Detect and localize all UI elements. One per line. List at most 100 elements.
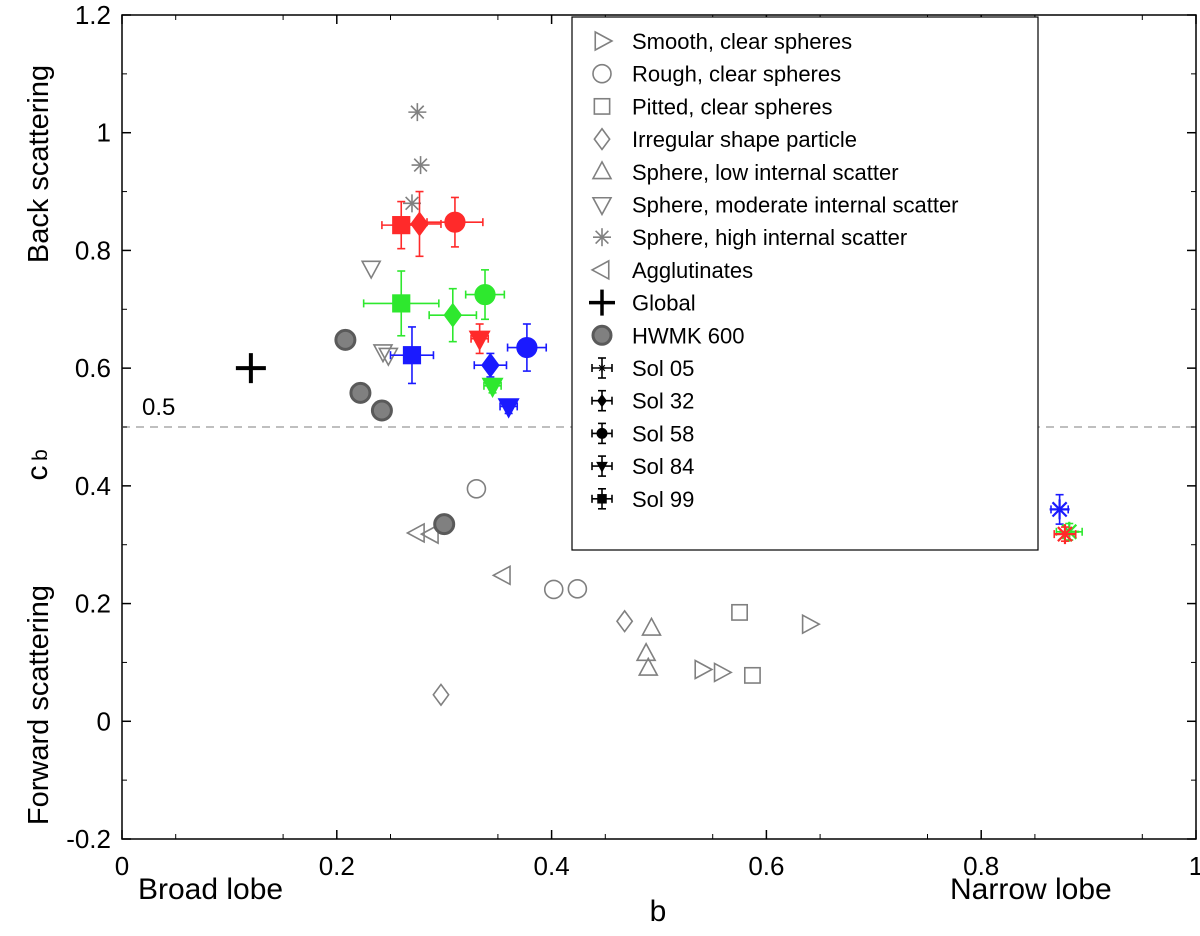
legend-item: Sol 58 <box>591 421 694 446</box>
legend-item: Irregular shape particle <box>593 127 857 152</box>
point-sol-32 <box>481 352 500 378</box>
legend-item: Agglutinates <box>590 258 753 283</box>
legend-label: Sol 84 <box>632 454 694 479</box>
legend-icon <box>590 259 610 281</box>
legend-label: Smooth, clear spheres <box>632 29 852 54</box>
point-asterisk <box>402 194 421 213</box>
legend-item: Global <box>589 289 696 316</box>
legend-item: Sphere, moderate internal scatter <box>591 193 959 218</box>
legend-item: Sol 99 <box>591 487 694 512</box>
legend-icon <box>596 427 608 439</box>
legend-label: Sol 58 <box>632 421 694 446</box>
legend-icon <box>591 196 613 217</box>
legend-label: HWMK 600 <box>632 323 744 348</box>
forward-scattering-label: Forward scattering <box>23 585 55 825</box>
legend-label: Global <box>632 291 696 316</box>
x-axis-label: b <box>650 895 667 928</box>
y-axis-label-subscript: b <box>29 449 52 461</box>
legend-label: Pitted, clear spheres <box>632 94 833 119</box>
y-axis-ticks: -0.2 0 0.2 0.4 0.6 0.8 1 1.2 <box>66 0 1196 854</box>
y-tick-label: 1 <box>97 118 111 148</box>
legend-icon <box>596 461 608 473</box>
x-tick-label: 1 <box>1189 851 1200 881</box>
y-axis-label: c <box>21 466 54 481</box>
x-tick-label: 0.4 <box>534 851 570 881</box>
point-triangle-up <box>635 642 657 662</box>
legend-icon <box>594 30 614 52</box>
legend-box <box>571 16 1039 551</box>
y-tick-label: 0 <box>97 706 111 736</box>
point-hwmk600 <box>334 328 357 351</box>
point-hwmk600 <box>349 381 372 404</box>
point-triangle-up <box>641 616 662 636</box>
legend-item: Rough, clear spheres <box>592 62 841 87</box>
legend-label: Irregular shape particle <box>632 127 857 152</box>
y-tick-label: 0.6 <box>75 353 111 383</box>
y-tick-label: 0.8 <box>75 235 111 265</box>
point-sol-05 <box>1054 524 1075 545</box>
point-sol-84 <box>481 377 504 399</box>
legend-item: HWMK 600 <box>591 323 744 348</box>
point-diamond <box>432 683 450 707</box>
point-hwmk600 <box>433 513 456 536</box>
point-triangle-down <box>360 260 382 280</box>
point-sol-99 <box>402 346 422 365</box>
legend-item: Pitted, clear spheres <box>593 94 833 119</box>
legend-label: Sol 05 <box>632 356 694 381</box>
reference-value-label: 0.5 <box>142 394 175 421</box>
legend-label: Agglutinates <box>632 258 753 283</box>
point-asterisk <box>411 156 430 175</box>
point-diamond <box>615 609 634 633</box>
point-triangle-right <box>801 613 821 635</box>
legend-item: Smooth, clear spheres <box>594 29 852 54</box>
broad-lobe-label: Broad lobe <box>138 873 283 906</box>
y-tick-label: 0.4 <box>75 471 111 501</box>
x-tick-label: 0.8 <box>963 851 999 881</box>
x-tick-label: 0 <box>115 851 129 881</box>
point-circle <box>466 478 487 499</box>
data-marks <box>235 103 1083 707</box>
point-triangle-up <box>637 656 659 676</box>
legend-icon <box>593 228 611 247</box>
point-sol-84 <box>497 398 520 419</box>
point-triangle-right <box>694 659 714 680</box>
point-asterisk <box>408 103 427 122</box>
legend-icon <box>591 160 613 180</box>
legend-icon <box>593 97 611 115</box>
point-sol-05 <box>1049 499 1070 520</box>
point-circle <box>567 579 588 599</box>
legend-icon <box>591 324 613 346</box>
point-sol-99 <box>392 294 411 313</box>
legend-item: Sol 84 <box>591 454 694 479</box>
point-circle <box>543 579 564 600</box>
point-global <box>235 353 266 384</box>
y-tick-label: 1.2 <box>75 0 111 30</box>
legend-label: Sol 32 <box>632 389 694 414</box>
narrow-lobe-label: Narrow lobe <box>950 873 1112 906</box>
y-tick-label: 0.2 <box>75 589 111 619</box>
point-triangle-left <box>491 564 511 586</box>
point-square <box>743 666 761 684</box>
legend-icon <box>589 289 615 316</box>
legend-label: Sphere, moderate internal scatter <box>632 193 959 218</box>
point-hwmk600 <box>370 399 393 422</box>
legend-item: Sol 32 <box>591 389 694 414</box>
back-scattering-label: Back scattering <box>23 65 55 263</box>
point-triangle-left <box>419 523 439 545</box>
legend-item: Sphere, high internal scatter <box>593 225 907 250</box>
point-sol-32 <box>443 302 463 328</box>
legend-icon <box>593 127 611 151</box>
legend-label: Sol 99 <box>632 487 694 512</box>
point-sol-32 <box>410 211 429 237</box>
x-tick-label: 0.6 <box>748 851 784 881</box>
legend-label: Rough, clear spheres <box>632 62 841 87</box>
point-square <box>731 603 749 621</box>
legend-icon <box>597 394 607 408</box>
legend-icon <box>598 364 606 372</box>
point-triangle-right <box>713 662 733 683</box>
point-sol-99 <box>392 216 411 235</box>
legend-icon <box>592 63 612 84</box>
legend-label: Sphere, low internal scatter <box>632 160 899 185</box>
point-sol-58 <box>516 336 538 359</box>
